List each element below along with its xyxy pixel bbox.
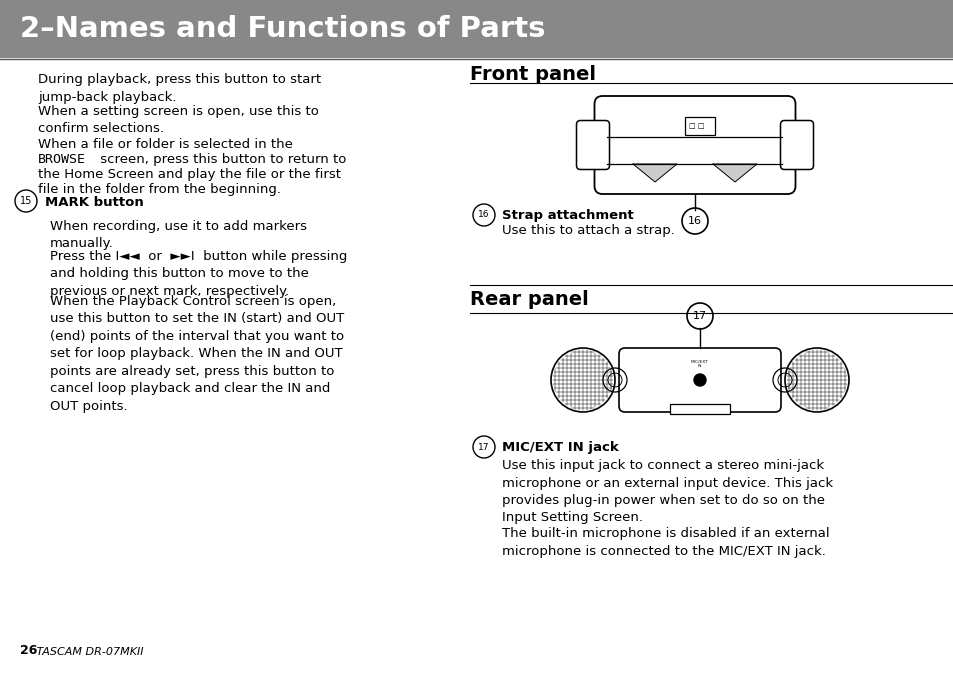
Text: MIC/EXT
IN: MIC/EXT IN [690,360,708,368]
Text: BROWSE: BROWSE [38,153,86,166]
Polygon shape [633,164,677,182]
Text: When a setting screen is open, use this to
confirm selections.: When a setting screen is open, use this … [38,105,318,136]
Text: The built-in microphone is disabled if an external
microphone is connected to th: The built-in microphone is disabled if a… [501,527,829,558]
Text: Use this to attach a strap.: Use this to attach a strap. [501,224,674,237]
Text: screen, press this button to return to: screen, press this button to return to [96,153,346,166]
Text: 16: 16 [687,216,701,226]
Text: MARK button: MARK button [45,196,144,209]
Text: Strap attachment: Strap attachment [501,209,633,222]
Text: During playback, press this button to start
jump-back playback.: During playback, press this button to st… [38,73,321,103]
FancyBboxPatch shape [780,121,813,169]
Text: Rear panel: Rear panel [470,290,588,309]
Text: file in the folder from the beginning.: file in the folder from the beginning. [38,183,281,196]
Text: When a file or folder is selected in the: When a file or folder is selected in the [38,138,293,151]
FancyBboxPatch shape [576,121,609,169]
Bar [0,0,953,58]
Text: 26: 26 [20,644,37,657]
Circle shape [551,348,615,412]
Bar [684,117,714,135]
Text: 2–Names and Functions of Parts: 2–Names and Functions of Parts [20,15,545,43]
Text: Press the I◄◄  or  ►►I  button while pressing
and holding this button to move to: Press the I◄◄ or ►►I button while pressi… [50,250,347,298]
Text: TASCAM DR-07MKII: TASCAM DR-07MKII [33,647,143,657]
Text: 16: 16 [477,211,489,219]
Bar [669,404,729,414]
Text: 15: 15 [20,196,32,206]
Text: 17: 17 [477,443,489,452]
FancyBboxPatch shape [594,96,795,194]
Text: MIC/EXT IN jack: MIC/EXT IN jack [501,441,618,454]
Polygon shape [712,164,757,182]
Text: Use this input jack to connect a stereo mini-jack
microphone or an external inpu: Use this input jack to connect a stereo … [501,459,832,524]
Circle shape [693,374,705,386]
Text: the Home Screen and play the file or the first: the Home Screen and play the file or the… [38,168,340,181]
Text: □ □: □ □ [688,123,704,129]
Circle shape [784,348,848,412]
FancyBboxPatch shape [618,348,781,412]
Text: 17: 17 [692,311,706,321]
Text: When recording, use it to add markers
manually.: When recording, use it to add markers ma… [50,220,307,250]
Text: Front panel: Front panel [470,65,596,84]
Text: When the Playback Control screen is open,
use this button to set the IN (start) : When the Playback Control screen is open… [50,295,344,413]
